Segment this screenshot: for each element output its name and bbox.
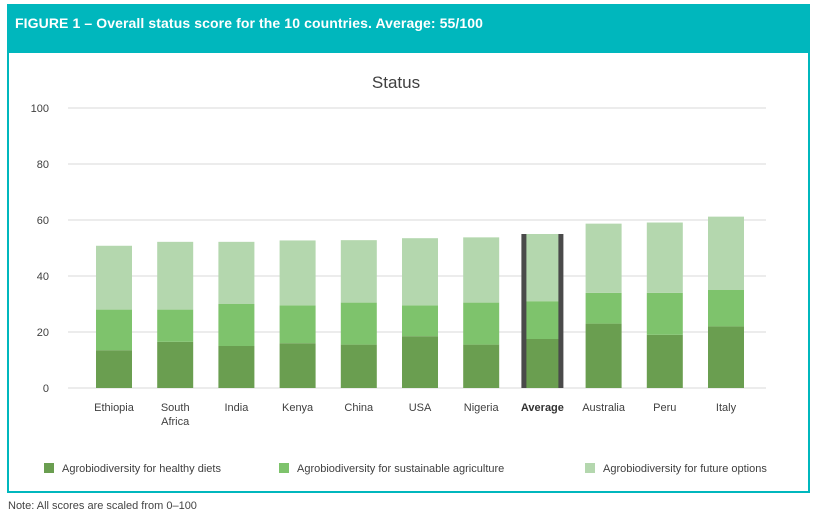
legend: Agrobiodiversity for healthy diets Agrobi… xyxy=(44,463,767,475)
bar-healthy-diets xyxy=(585,323,622,388)
bar-healthy-diets xyxy=(340,344,377,388)
bar-healthy-diets xyxy=(402,336,438,388)
x-axis-labels: Ethiopia South Africa India Kenya China USA Nig… xyxy=(94,402,736,428)
legend-swatch-sustainable-agriculture xyxy=(279,463,289,473)
bar-sustainable-agriculture xyxy=(340,302,377,345)
legend-label-future-options: Agrobiodiversity for future options xyxy=(603,463,767,475)
bar-future-options xyxy=(340,240,377,303)
x-tick-label: Australia xyxy=(582,402,626,414)
footnote: Note: All scores are scaled from 0–100 xyxy=(8,500,197,512)
bar-future-options xyxy=(157,241,194,310)
x-tick-label: South xyxy=(161,402,190,414)
bar-sustainable-agriculture xyxy=(524,301,561,339)
bar-future-options xyxy=(463,237,500,303)
bar-sustainable-agriculture xyxy=(218,304,255,346)
average-bar-left-edge xyxy=(521,234,527,388)
x-tick-label: Ethiopia xyxy=(94,402,135,414)
bar-sustainable-agriculture xyxy=(402,305,438,337)
bar-sustainable-agriculture xyxy=(157,309,194,342)
y-tick-label: 0 xyxy=(43,383,49,395)
legend-label-sustainable-agriculture: Agrobiodiversity for sustainable agricul… xyxy=(297,463,504,475)
average-bar-right-edge xyxy=(558,234,564,388)
legend-label-healthy-diets: Agrobiodiversity for healthy diets xyxy=(62,463,221,475)
x-tick-label: Kenya xyxy=(282,402,314,414)
chart-title: Status xyxy=(372,73,420,92)
bar-future-options xyxy=(524,234,561,302)
figure-header: FIGURE 1 – Overall status score for the … xyxy=(9,6,808,53)
bar-future-options xyxy=(279,240,316,306)
x-tick-label: Nigeria xyxy=(464,402,500,414)
x-tick-label: Africa xyxy=(161,416,190,428)
bar-sustainable-agriculture xyxy=(279,305,316,344)
bar-healthy-diets xyxy=(279,343,316,388)
bar-future-options xyxy=(708,216,744,290)
bar-healthy-diets xyxy=(646,334,683,388)
y-tick-label: 20 xyxy=(37,327,49,339)
bar-sustainable-agriculture xyxy=(96,309,132,351)
bar-sustainable-agriculture xyxy=(585,292,622,324)
x-tick-label: Italy xyxy=(716,402,737,414)
bar-healthy-diets xyxy=(708,326,744,388)
bar-future-options xyxy=(646,222,683,293)
x-tick-label: Peru xyxy=(653,402,676,414)
bar-healthy-diets xyxy=(524,339,561,388)
bars xyxy=(96,216,744,388)
bar-sustainable-agriculture xyxy=(463,302,500,345)
x-tick-label: India xyxy=(224,402,249,414)
bar-sustainable-agriculture xyxy=(708,290,744,327)
bar-future-options xyxy=(218,241,255,304)
x-tick-label: Average xyxy=(521,402,564,414)
bar-future-options xyxy=(96,245,132,310)
bar-future-options xyxy=(585,223,622,293)
bar-future-options xyxy=(402,238,438,306)
legend-swatch-healthy-diets xyxy=(44,463,54,473)
y-tick-label: 80 xyxy=(37,159,49,171)
legend-swatch-future-options xyxy=(585,463,595,473)
bar-sustainable-agriculture xyxy=(646,292,683,335)
bar-healthy-diets xyxy=(218,346,255,388)
bar-healthy-diets xyxy=(96,350,132,388)
bar-healthy-diets xyxy=(157,341,194,388)
figure-title: FIGURE 1 – Overall status score for the … xyxy=(15,15,484,31)
x-tick-label: USA xyxy=(409,402,432,414)
bar-healthy-diets xyxy=(463,344,500,388)
y-tick-label: 100 xyxy=(31,103,49,115)
y-tick-label: 60 xyxy=(37,215,49,227)
x-tick-label: China xyxy=(344,402,374,414)
y-axis-ticks: 0 20 40 60 80 100 xyxy=(31,103,49,395)
y-tick-label: 40 xyxy=(37,271,49,283)
